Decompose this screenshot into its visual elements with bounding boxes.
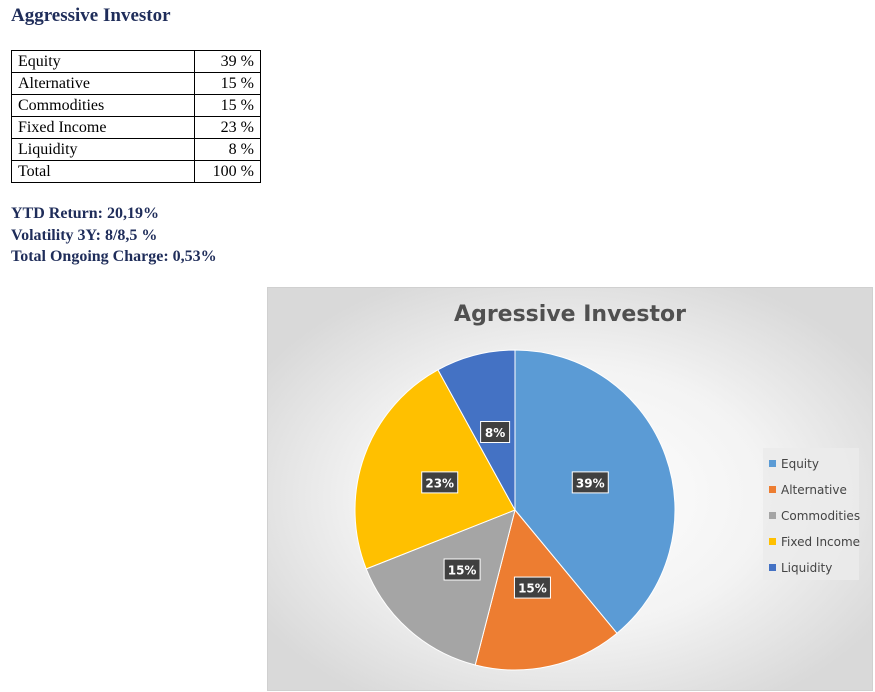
legend-item-liquidity: Liquidity — [769, 561, 832, 575]
row-label: Total — [11, 160, 195, 183]
legend-swatch — [769, 486, 776, 493]
table-row-total: Total 100 % — [11, 160, 261, 183]
pie-slice-fixed-income — [354, 369, 516, 570]
legend-swatch — [769, 538, 776, 545]
legend-item-commodities: Commodities — [769, 509, 860, 523]
row-value: 100 % — [194, 160, 261, 183]
data-label: 23% — [421, 471, 459, 494]
legend-item-equity: Equity — [769, 457, 819, 471]
stats-block: YTD Return: 20,19% Volatility 3Y: 8/8,5 … — [11, 203, 217, 268]
row-value: 39 % — [194, 50, 261, 73]
table-row: Equity 39 % — [11, 50, 261, 73]
data-label-text: 8% — [485, 426, 505, 440]
table-row: Fixed Income 23 % — [11, 116, 261, 139]
data-label: 39% — [571, 471, 609, 494]
legend-swatch — [769, 460, 776, 467]
legend-label: Alternative — [781, 483, 847, 497]
data-label-box — [421, 471, 459, 494]
data-label-text: 15% — [518, 582, 547, 596]
data-label: 8% — [480, 421, 511, 444]
legend-swatch — [769, 564, 776, 571]
pie-slice-commodities — [365, 509, 516, 666]
legend-swatch — [769, 512, 776, 519]
legend-label: Equity — [781, 457, 819, 471]
data-label-box — [443, 558, 481, 581]
data-label: 15% — [513, 576, 551, 599]
data-label-box — [480, 421, 511, 444]
row-value: 15 % — [194, 94, 261, 117]
data-label-box — [513, 576, 551, 599]
row-value: 8 % — [194, 138, 261, 161]
data-label: 15% — [443, 558, 481, 581]
volatility: Volatility 3Y: 8/8,5 % — [11, 226, 158, 244]
row-value: 15 % — [194, 72, 261, 95]
pie-svg: 39% 15% 15% 23% 8% — [354, 349, 676, 671]
data-label-box — [571, 471, 609, 494]
ongoing-charge: Total Ongoing Charge: 0,53% — [11, 248, 217, 265]
legend-label: Commodities — [781, 509, 861, 523]
page-title: Aggressive Investor — [11, 5, 171, 26]
allocation-table: Equity 39 % Alternative 15 % Commodities… — [11, 50, 261, 183]
row-label: Liquidity — [11, 138, 195, 161]
row-label: Commodities — [11, 94, 195, 117]
row-label: Equity — [11, 50, 195, 73]
data-label-text: 23% — [425, 476, 454, 490]
row-value: 23 % — [194, 116, 261, 139]
pie-slice-liquidity — [437, 349, 516, 511]
chart-title: Agressive Investor — [454, 302, 686, 327]
table-row: Commodities 15 % — [11, 94, 261, 117]
legend-label: Fixed Income — [781, 535, 861, 549]
ytd-return: YTD Return: 20,19% — [11, 205, 159, 222]
row-label: Fixed Income — [11, 116, 195, 139]
row-label: Alternative — [11, 72, 195, 95]
table-row: Alternative 15 % — [11, 72, 261, 95]
data-label-text: 15% — [448, 564, 477, 578]
legend-item-alternative: Alternative — [769, 483, 847, 497]
data-label-text: 39% — [576, 476, 605, 490]
legend-item-fixed-income: Fixed Income — [769, 535, 860, 549]
legend-label: Liquidity — [781, 561, 833, 575]
pie-chart: Agressive Investor 39% 15% 15% 23% 8% Equity… — [267, 287, 873, 691]
chart-legend: Equity Alternative Commodities Fixed Income… — [763, 448, 860, 580]
table-row: Liquidity 8 % — [11, 138, 261, 161]
